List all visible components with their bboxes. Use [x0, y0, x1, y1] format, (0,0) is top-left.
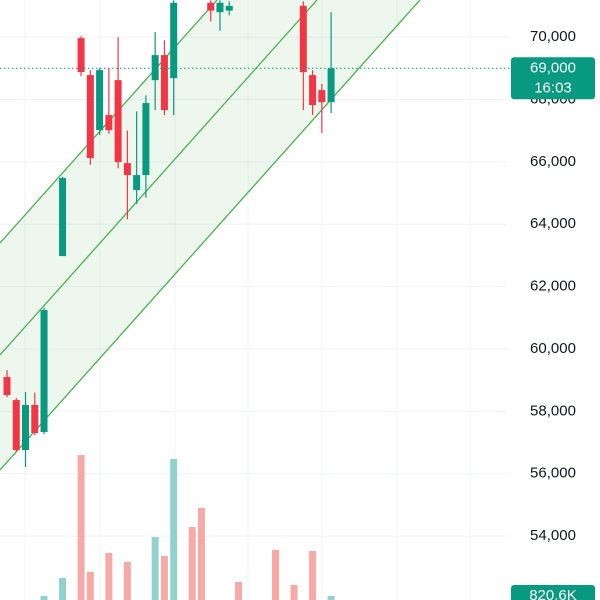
volume-bar	[40, 596, 48, 600]
last-volume-label: 820.6K	[529, 587, 577, 600]
candle-body	[142, 103, 150, 176]
volume-bar	[77, 455, 85, 600]
candle-body	[327, 68, 335, 103]
candles	[3, 0, 335, 468]
candle-body	[12, 400, 20, 450]
countdown-label: 16:03	[534, 79, 572, 96]
volume-bar	[197, 508, 205, 600]
candle-body	[3, 377, 11, 396]
y-tick-label: 66,000	[530, 153, 576, 170]
candle-body	[40, 310, 48, 433]
volume-bar	[123, 562, 131, 600]
candle-body	[318, 90, 326, 103]
volume-bar	[59, 578, 67, 600]
candle-body	[299, 5, 307, 73]
candle-body	[216, 2, 224, 13]
last-volume-box	[511, 584, 595, 600]
channel-lower	[0, 0, 421, 471]
y-tick-label: 64,000	[530, 215, 576, 232]
y-tick-label: 54,000	[530, 527, 576, 544]
channel-middle	[0, 0, 318, 356]
y-tick-label: 62,000	[530, 278, 576, 295]
candle-body	[22, 405, 30, 450]
price-axis: 54,000 56,000 58,000 60,000 62,000 64,000 66,0…	[0, 28, 595, 600]
candle-body	[96, 70, 104, 131]
last-price-box	[511, 57, 595, 100]
volume-bar	[272, 550, 280, 600]
volume-bar	[170, 459, 178, 600]
volume-bar	[188, 527, 196, 600]
candle-body	[59, 178, 67, 257]
volume-bars	[40, 455, 335, 600]
volume-bar	[327, 595, 335, 600]
grid	[0, 36, 507, 537]
volume-bar	[86, 572, 94, 600]
volume-bar	[290, 585, 298, 600]
candle-body	[86, 75, 94, 159]
candle-body	[151, 55, 159, 81]
y-tick-label: 58,000	[530, 402, 576, 419]
y-tick-label: 56,000	[530, 465, 576, 482]
candle-body	[207, 2, 215, 11]
y-tick-label: 60,000	[530, 340, 576, 357]
candle-body	[170, 2, 178, 79]
volume-bar	[151, 537, 159, 600]
last-price-label: 69,000	[530, 59, 576, 76]
candle-body	[31, 405, 39, 434]
candle-body	[225, 5, 233, 11]
candle-body	[309, 75, 317, 106]
volume-bar	[235, 582, 242, 600]
volume-bar	[160, 556, 168, 600]
candle-body	[133, 175, 141, 191]
candle-body	[77, 38, 85, 73]
candle-body	[105, 115, 113, 131]
candle-body	[160, 55, 168, 111]
candle-body	[114, 80, 122, 163]
volume-bar	[105, 553, 113, 600]
candle-body	[123, 163, 131, 176]
y-tick-label: 70,000	[530, 28, 576, 45]
volume-bar	[309, 551, 317, 600]
